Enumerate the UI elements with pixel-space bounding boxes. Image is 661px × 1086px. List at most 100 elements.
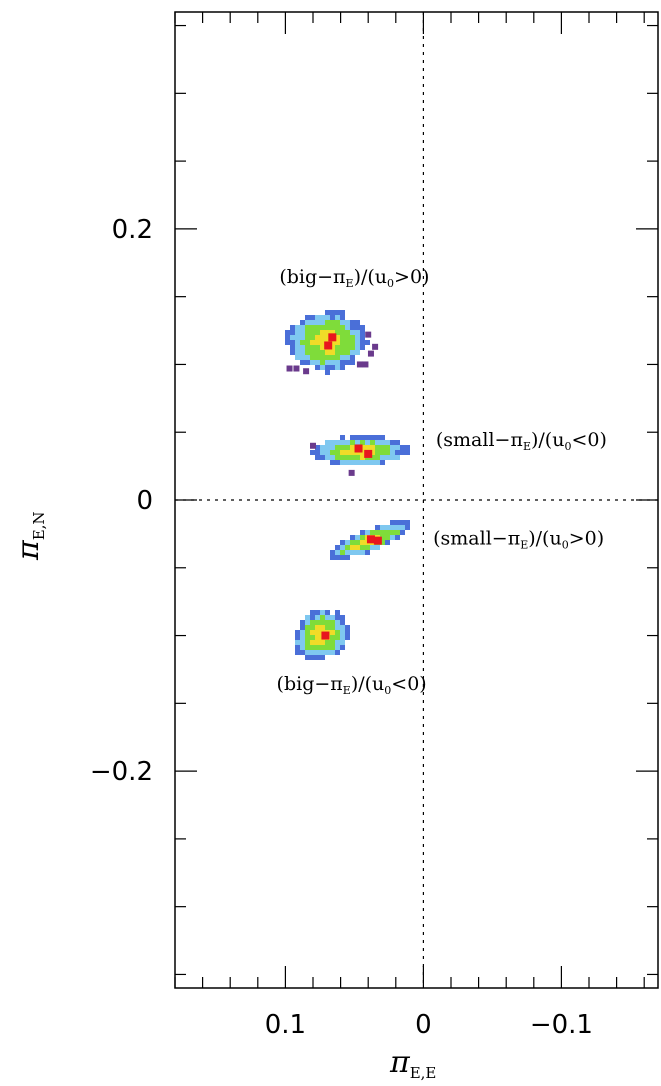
confidence-cell bbox=[310, 330, 315, 335]
confidence-cell bbox=[310, 325, 315, 330]
confidence-cell bbox=[320, 645, 325, 650]
confidence-cell bbox=[330, 635, 335, 640]
confidence-cell bbox=[315, 450, 320, 455]
confidence-cell bbox=[330, 650, 335, 655]
x-tick-label: −0.1 bbox=[530, 1010, 593, 1040]
confidence-cell bbox=[385, 540, 390, 545]
confidence-cell bbox=[345, 545, 350, 550]
confidence-cell bbox=[340, 455, 345, 460]
confidence-cell bbox=[355, 540, 360, 545]
confidence-cell bbox=[310, 630, 315, 635]
confidence-cell bbox=[295, 330, 300, 335]
confidence-cell bbox=[345, 320, 350, 325]
confidence-cell bbox=[355, 350, 360, 355]
confidence-cell bbox=[345, 350, 350, 355]
outlier-point bbox=[372, 343, 379, 350]
confidence-cell bbox=[310, 355, 315, 360]
confidence-cell bbox=[325, 610, 330, 615]
confidence-cell bbox=[315, 355, 320, 360]
outlier-point bbox=[356, 361, 363, 368]
confidence-cell bbox=[345, 360, 350, 365]
confidence-cell bbox=[315, 365, 320, 370]
confidence-cell bbox=[400, 445, 405, 450]
confidence-cell bbox=[300, 320, 305, 325]
confidence-cell bbox=[340, 555, 345, 560]
confidence-cell bbox=[360, 325, 365, 330]
confidence-cell bbox=[320, 335, 325, 340]
x-tick-label: 0.1 bbox=[265, 1010, 306, 1040]
confidence-cell bbox=[300, 625, 305, 630]
confidence-cell bbox=[320, 610, 325, 615]
confidence-cell bbox=[315, 320, 320, 325]
confidence-cell bbox=[345, 450, 350, 455]
confidence-cell bbox=[310, 450, 315, 455]
confidence-cell bbox=[335, 555, 340, 560]
confidence-cell bbox=[290, 325, 295, 330]
confidence-cell bbox=[320, 640, 325, 645]
confidence-cell bbox=[360, 455, 365, 460]
confidence-cell bbox=[310, 340, 315, 345]
confidence-cell bbox=[290, 345, 295, 350]
confidence-cell bbox=[340, 630, 345, 635]
confidence-cell bbox=[345, 555, 350, 560]
confidence-cell bbox=[355, 545, 360, 550]
confidence-cell bbox=[335, 625, 340, 630]
confidence-cell bbox=[340, 330, 345, 335]
confidence-cell bbox=[400, 525, 405, 530]
confidence-cell bbox=[315, 455, 320, 460]
confidence-cell bbox=[375, 455, 380, 460]
solution-label: (big−πE)/(u0<0) bbox=[277, 673, 427, 697]
confidence-cell bbox=[340, 445, 345, 450]
best-fit-point bbox=[328, 333, 337, 342]
confidence-cell bbox=[390, 445, 395, 450]
best-fit-point bbox=[366, 535, 375, 544]
solution-region bbox=[295, 610, 350, 660]
confidence-cell bbox=[325, 445, 330, 450]
confidence-cell bbox=[405, 445, 410, 450]
confidence-cell bbox=[405, 450, 410, 455]
y-tick-label: −0.2 bbox=[90, 757, 153, 787]
confidence-cell bbox=[360, 335, 365, 340]
confidence-cell bbox=[390, 525, 395, 530]
confidence-cell bbox=[325, 640, 330, 645]
confidence-cell bbox=[355, 330, 360, 335]
confidence-cell bbox=[330, 360, 335, 365]
confidence-cell bbox=[305, 315, 310, 320]
confidence-cell bbox=[330, 320, 335, 325]
confidence-cell bbox=[330, 630, 335, 635]
confidence-cell bbox=[320, 655, 325, 660]
confidence-cell bbox=[335, 345, 340, 350]
confidence-cell bbox=[305, 620, 310, 625]
confidence-cell bbox=[330, 455, 335, 460]
confidence-cell bbox=[325, 450, 330, 455]
confidence-cell bbox=[310, 610, 315, 615]
confidence-cell bbox=[370, 545, 375, 550]
confidence-cell bbox=[305, 345, 310, 350]
confidence-cell bbox=[380, 450, 385, 455]
confidence-cell bbox=[360, 460, 365, 465]
confidence-cell bbox=[340, 360, 345, 365]
confidence-cell bbox=[360, 330, 365, 335]
confidence-cell bbox=[340, 450, 345, 455]
confidence-cell bbox=[395, 445, 400, 450]
confidence-cell bbox=[350, 540, 355, 545]
confidence-cell bbox=[350, 545, 355, 550]
confidence-cell bbox=[305, 360, 310, 365]
confidence-cell bbox=[355, 320, 360, 325]
confidence-cell bbox=[335, 640, 340, 645]
confidence-cell bbox=[330, 645, 335, 650]
confidence-cell bbox=[335, 360, 340, 365]
confidence-cell bbox=[325, 315, 330, 320]
confidence-cell bbox=[300, 350, 305, 355]
confidence-cell bbox=[335, 330, 340, 335]
confidence-cell bbox=[290, 335, 295, 340]
confidence-cell bbox=[290, 340, 295, 345]
confidence-cell bbox=[325, 625, 330, 630]
confidence-cell bbox=[350, 355, 355, 360]
confidence-cell bbox=[330, 325, 335, 330]
confidence-cell bbox=[370, 530, 375, 535]
confidence-cell bbox=[345, 440, 350, 445]
confidence-cell bbox=[310, 360, 315, 365]
outlier-point bbox=[286, 365, 293, 372]
solution-labels: (big−πE)/(u0>0) (small−πE)/(u0<0) (small−π… bbox=[277, 266, 607, 697]
